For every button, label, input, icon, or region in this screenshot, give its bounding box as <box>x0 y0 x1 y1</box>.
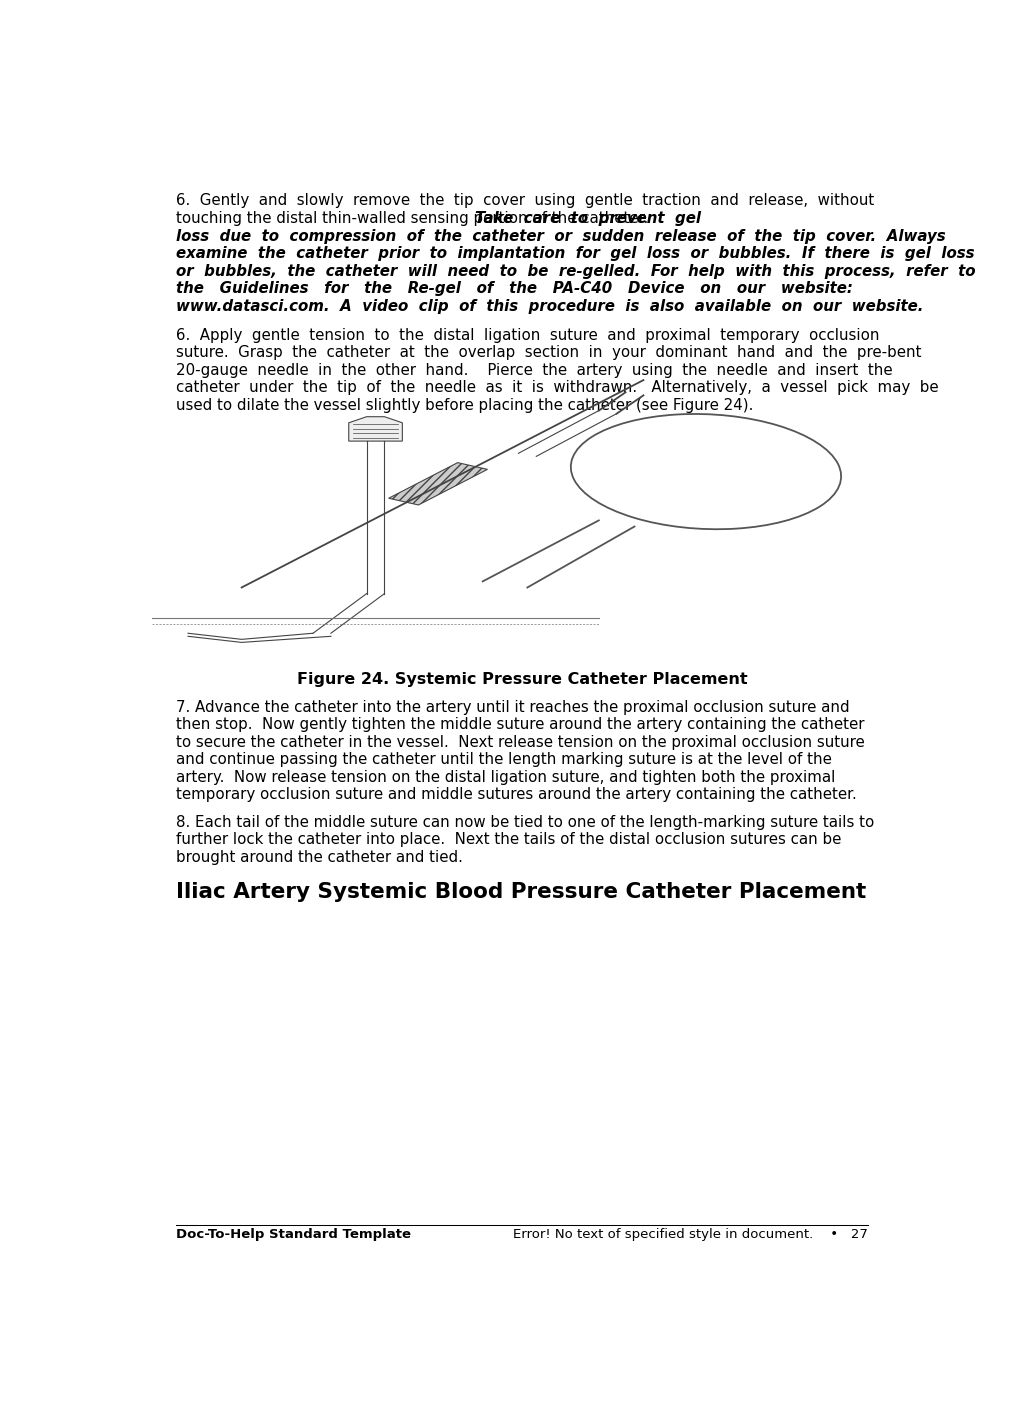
Text: Doc-To-Help Standard Template: Doc-To-Help Standard Template <box>176 1228 412 1241</box>
Text: catheter  under  the  tip  of  the  needle  as  it  is  withdrawn.   Alternative: catheter under the tip of the needle as … <box>176 381 938 396</box>
Text: www.datasci.com.  A  video  clip  of  this  procedure  is  also  available  on  : www.datasci.com. A video clip of this pr… <box>176 298 923 314</box>
Text: touching the distal thin-walled sensing portion of the catheter.: touching the distal thin-walled sensing … <box>176 212 658 226</box>
Text: Error! No text of specified style in document.    •   27: Error! No text of specified style in doc… <box>514 1228 868 1241</box>
Text: suture.  Grasp  the  catheter  at  the  overlap  section  in  your  dominant  ha: suture. Grasp the catheter at the overla… <box>176 345 922 361</box>
Text: 20-gauge  needle  in  the  other  hand.    Pierce  the  artery  using  the  need: 20-gauge needle in the other hand. Pierc… <box>176 364 893 378</box>
Text: 6.  Apply  gentle  tension  to  the  distal  ligation  suture  and  proximal  te: 6. Apply gentle tension to the distal li… <box>176 328 879 342</box>
Text: and continue passing the catheter until the length marking suture is at the leve: and continue passing the catheter until … <box>176 753 833 767</box>
Text: or  bubbles,  the  catheter  will  need  to  be  re-gelled.  For  help  with  th: or bubbles, the catheter will need to be… <box>176 264 976 278</box>
Polygon shape <box>388 463 487 506</box>
Text: to secure the catheter in the vessel.  Next release tension on the proximal occl: to secure the catheter in the vessel. Ne… <box>176 734 865 750</box>
Text: the   Guidelines   for   the   Re-gel   of   the   PA-C40   Device   on   our   : the Guidelines for the Re-gel of the PA-… <box>176 281 853 297</box>
Text: 8. Each tail of the middle suture can now be tied to one of the length-marking s: 8. Each tail of the middle suture can no… <box>176 815 874 829</box>
Text: 6.  Gently  and  slowly  remove  the  tip  cover  using  gentle  traction  and  : 6. Gently and slowly remove the tip cove… <box>176 193 874 209</box>
Text: temporary occlusion suture and middle sutures around the artery containing the c: temporary occlusion suture and middle su… <box>176 787 857 802</box>
Text: further lock the catheter into place.  Next the tails of the distal occlusion su: further lock the catheter into place. Ne… <box>176 832 842 848</box>
Text: brought around the catheter and tied.: brought around the catheter and tied. <box>176 849 463 865</box>
Polygon shape <box>348 416 403 442</box>
Text: Take  care  to  prevent  gel: Take care to prevent gel <box>475 212 700 226</box>
Text: artery.  Now release tension on the distal ligation suture, and tighten both the: artery. Now release tension on the dista… <box>176 770 836 785</box>
Text: then stop.  Now gently tighten the middle suture around the artery containing th: then stop. Now gently tighten the middle… <box>176 717 865 733</box>
Text: used to dilate the vessel slightly before placing the catheter (see Figure 24).: used to dilate the vessel slightly befor… <box>176 398 754 413</box>
Text: loss  due  to  compression  of  the  catheter  or  sudden  release  of  the  tip: loss due to compression of the catheter … <box>176 229 946 244</box>
Text: Iliac Artery Systemic Blood Pressure Catheter Placement: Iliac Artery Systemic Blood Pressure Cat… <box>176 882 866 902</box>
Text: examine  the  catheter  prior  to  implantation  for  gel  loss  or  bubbles.  I: examine the catheter prior to implantati… <box>176 246 975 261</box>
Text: Figure 24. Systemic Pressure Catheter Placement: Figure 24. Systemic Pressure Catheter Pl… <box>297 672 748 686</box>
Text: 7. Advance the catheter into the artery until it reaches the proximal occlusion : 7. Advance the catheter into the artery … <box>176 700 850 714</box>
